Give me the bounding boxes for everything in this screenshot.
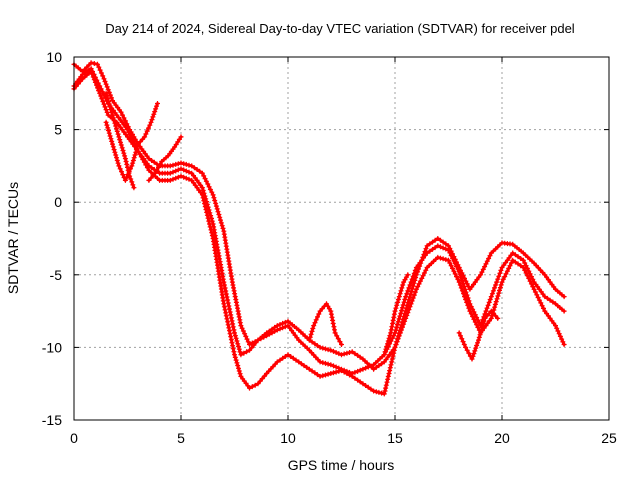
axis-ticks: 0 5 10 15 20 25 -15 -10 -5 0 5 10 <box>42 49 617 446</box>
series-track-1 <box>71 60 567 372</box>
y-tick-label: 10 <box>46 49 62 65</box>
x-axis-label: GPS time / hours <box>288 457 395 473</box>
series-markers <box>381 272 411 358</box>
y-tick-label: -5 <box>50 267 63 283</box>
series-track-7 <box>306 301 344 347</box>
grid <box>74 57 609 420</box>
x-tick-label: 10 <box>280 430 296 446</box>
series-track-8 <box>456 308 501 362</box>
series-markers <box>71 66 567 376</box>
chart-title: Day 214 of 2024, Sidereal Day-to-day VTE… <box>105 21 575 36</box>
series-markers <box>71 60 567 372</box>
plot-frame <box>73 56 610 421</box>
x-tick-label: 15 <box>387 430 403 446</box>
y-tick-label: 0 <box>54 194 62 210</box>
y-tick-label: -15 <box>42 412 62 428</box>
y-tick-label: 5 <box>54 122 62 138</box>
series-track-5 <box>103 90 137 191</box>
series-layer <box>71 60 567 397</box>
x-tick-label: 20 <box>494 430 510 446</box>
series-markers <box>456 308 501 362</box>
x-tick-label: 0 <box>70 430 78 446</box>
series-track-2 <box>71 66 567 376</box>
y-tick-label: -10 <box>42 339 62 355</box>
x-tick-label: 5 <box>177 430 185 446</box>
series-line <box>72 67 566 375</box>
series-track-6 <box>146 134 184 183</box>
series-markers <box>103 101 160 183</box>
x-tick-label: 25 <box>601 430 617 446</box>
series-markers <box>306 301 344 347</box>
series-markers <box>103 90 137 191</box>
series-markers <box>146 134 184 183</box>
y-axis-label: SDTVAR / TECUs <box>5 182 21 294</box>
series-track-4 <box>103 101 160 183</box>
series-line <box>72 61 566 371</box>
series-track-9 <box>381 272 411 358</box>
